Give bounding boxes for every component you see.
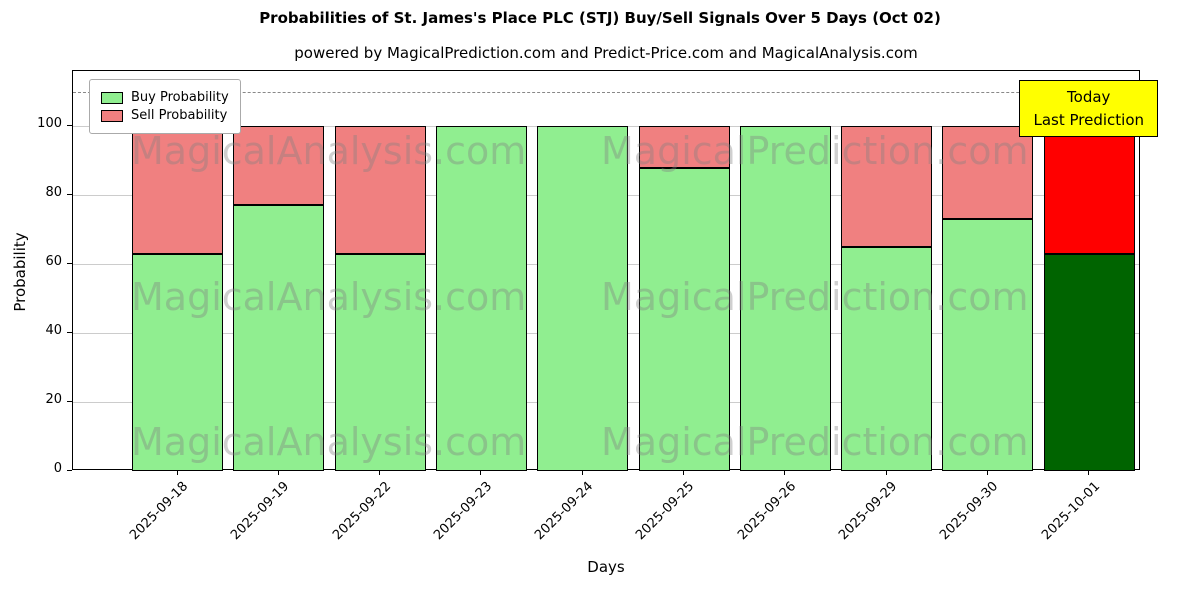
bar-buy-2025-09-22 — [334, 253, 426, 471]
x-tick-label-text: 2025-10-01 — [1038, 479, 1103, 544]
x-tick-mark — [480, 470, 482, 475]
legend: Buy Probability Sell Probability — [89, 79, 241, 134]
y-tick-mark — [67, 125, 72, 127]
x-tick-mark — [1088, 470, 1090, 475]
bar-buy-2025-09-29 — [841, 246, 933, 471]
bar-sell-2025-10-01 — [1043, 126, 1135, 254]
x-tick-mark — [986, 470, 988, 475]
x-tick-mark — [784, 470, 786, 475]
legend-entry-buy: Buy Probability — [101, 90, 229, 105]
x-tick-mark — [885, 470, 887, 475]
chart-subtitle: powered by MagicalPrediction.com and Pre… — [294, 44, 918, 62]
y-tick-label: 20 — [45, 392, 62, 408]
x-tick-label-text: 2025-09-19 — [228, 479, 293, 544]
bar-sell-2025-09-19 — [233, 126, 325, 206]
bar-buy-2025-09-24 — [537, 126, 629, 471]
x-tick-mark — [581, 470, 583, 475]
y-tick-label: 100 — [37, 116, 62, 132]
annotation-line-today: Today — [1067, 88, 1111, 106]
x-tick-label-text: 2025-09-24 — [532, 479, 597, 544]
y-tick-label: 80 — [45, 185, 62, 201]
y-tick-mark — [67, 194, 72, 196]
y-tick-mark — [67, 332, 72, 334]
x-tick-label-text: 2025-09-22 — [329, 479, 394, 544]
x-tick-label-text: 2025-09-18 — [127, 479, 192, 544]
legend-entry-sell: Sell Probability — [101, 108, 229, 123]
bar-sell-2025-09-22 — [334, 126, 426, 254]
bar-sell-2025-09-30 — [942, 126, 1034, 220]
x-tick-mark — [379, 470, 381, 475]
dashed-gridline — [73, 91, 1139, 93]
x-tick-label-text: 2025-09-30 — [937, 479, 1002, 544]
x-tick-label-text: 2025-09-26 — [734, 479, 799, 544]
sell-probability-swatch — [101, 109, 123, 122]
today-last-prediction-annotation: Today Last Prediction — [1019, 80, 1158, 137]
y-tick-mark — [67, 401, 72, 403]
bar-sell-2025-09-29 — [841, 126, 933, 247]
x-tick-label-text: 2025-09-29 — [836, 479, 901, 544]
bar-sell-2025-09-25 — [638, 126, 730, 168]
y-axis-label: Probability — [11, 232, 29, 312]
chart-title: Probabilities of St. James's Place PLC (… — [259, 9, 941, 27]
bar-buy-2025-09-19 — [233, 205, 325, 471]
legend-label-sell: Sell Probability — [131, 108, 228, 123]
y-tick-label: 0 — [53, 461, 62, 476]
bar-buy-2025-09-30 — [942, 219, 1034, 471]
bar-sell-2025-09-18 — [132, 126, 223, 254]
legend-label-buy: Buy Probability — [131, 90, 229, 105]
x-tick-label-text: 2025-09-23 — [430, 479, 495, 544]
y-tick-mark — [67, 470, 72, 471]
plot-area: Buy Probability Sell Probability Magical… — [72, 70, 1140, 471]
annotation-line-last-prediction: Last Prediction — [1033, 110, 1144, 129]
x-tick-label-text: 2025-09-25 — [633, 479, 698, 544]
bar-buy-2025-10-01 — [1043, 253, 1135, 471]
x-tick-mark — [277, 470, 279, 475]
x-tick-mark — [683, 470, 684, 475]
x-tick-mark — [176, 470, 178, 475]
bar-buy-2025-09-23 — [435, 126, 527, 471]
bar-buy-2025-09-18 — [132, 253, 223, 471]
x-axis-label: Days — [587, 558, 625, 576]
y-tick-label: 40 — [45, 323, 62, 339]
buy-probability-swatch — [101, 91, 123, 104]
bar-buy-2025-09-26 — [739, 126, 831, 471]
y-tick-mark — [67, 263, 72, 265]
bar-buy-2025-09-25 — [638, 167, 730, 471]
y-tick-label: 60 — [45, 254, 62, 270]
